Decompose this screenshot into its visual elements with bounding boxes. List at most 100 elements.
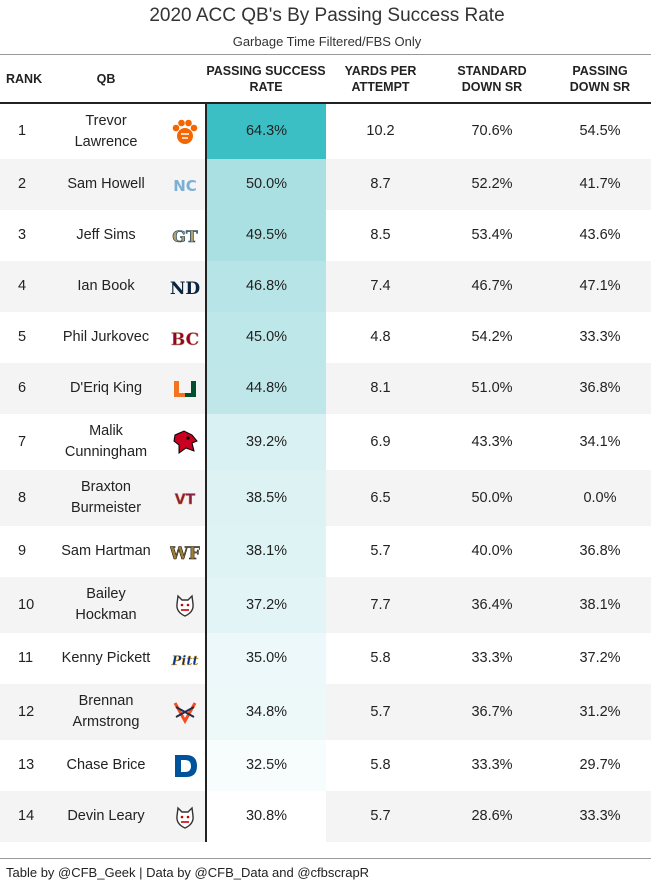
passing-down-sr-cell: 47.1% — [549, 261, 651, 312]
yards-per-attempt-cell: 5.7 — [326, 684, 435, 740]
rank-cell: 4 — [0, 261, 48, 312]
team-logo-cell: BC — [164, 312, 206, 363]
yards-per-attempt-cell: 5.7 — [326, 526, 435, 577]
qb-cell: Phil Jurkovec — [48, 312, 164, 363]
passing-success-rate-cell: 35.0% — [205, 633, 326, 684]
virginia-tech-logo: VT — [170, 483, 200, 513]
rank-cell: 11 — [0, 633, 48, 684]
standard-down-sr-cell: 36.7% — [435, 684, 549, 740]
svg-text:ND: ND — [170, 279, 200, 299]
team-logo-cell: VT — [164, 470, 206, 526]
page-subtitle: Garbage Time Filtered/FBS Only — [232, 34, 422, 49]
table-row: 12 Brennan Armstrong 34.8% 5.7 36.7% 31.2% — [0, 684, 651, 740]
yards-per-attempt-cell: 4.8 — [326, 312, 435, 363]
qb-name-line1: Ian Book — [77, 278, 135, 294]
bottom-divider — [0, 858, 651, 859]
qb-name-line2: Armstrong — [72, 714, 140, 730]
rank-cell: 7 — [0, 414, 48, 470]
rank-cell: 12 — [0, 684, 48, 740]
passing-down-sr-cell: 43.6% — [549, 210, 651, 261]
qb-cell: Sam Hartman — [48, 526, 164, 577]
passing-success-rate-cell: 50.0% — [205, 159, 326, 210]
passing-success-rate-cell: 39.2% — [205, 414, 326, 470]
passing-down-sr-cell: 33.3% — [549, 312, 651, 363]
unc-logo: NC — [170, 170, 200, 200]
passing-success-rate-cell: 64.3% — [205, 103, 326, 159]
standard-down-sr-cell: 51.0% — [435, 363, 549, 414]
team-logo-cell — [164, 684, 206, 740]
duke-logo — [170, 751, 200, 781]
team-logo-cell: Pitt — [164, 633, 206, 684]
qb-name-line1: Jeff Sims — [76, 227, 136, 243]
qb-name-line1: Braxton — [81, 479, 131, 495]
header-row: RANK QB PASSING SUCCESS RATE YARDS PER A… — [0, 56, 651, 104]
virginia-logo — [170, 697, 200, 727]
qb-cell: Devin Leary — [48, 791, 164, 842]
table-row: 4 Ian Book ND 46.8% 7.4 46.7% 47.1% — [0, 261, 651, 312]
standard-down-sr-cell: 40.0% — [435, 526, 549, 577]
passing-success-rate-cell: 37.2% — [205, 577, 326, 633]
table-row: 5 Phil Jurkovec BC 45.0% 4.8 54.2% 33.3% — [0, 312, 651, 363]
header-logo — [164, 56, 206, 104]
qb-table: RANK QB PASSING SUCCESS RATE YARDS PER A… — [0, 56, 651, 842]
standard-down-sr-cell: 33.3% — [435, 633, 549, 684]
header-std-line1: STANDARD — [457, 64, 527, 78]
clemson-logo — [170, 117, 200, 147]
qb-cell: D'Eriq King — [48, 363, 164, 414]
header-psr-line2: RATE — [249, 80, 283, 94]
qb-cell: Sam Howell — [48, 159, 164, 210]
yards-per-attempt-cell: 10.2 — [326, 103, 435, 159]
standard-down-sr-cell: 70.6% — [435, 103, 549, 159]
standard-down-sr-cell: 28.6% — [435, 791, 549, 842]
miami-logo — [170, 374, 200, 404]
team-logo-cell: NC — [164, 159, 206, 210]
passing-down-sr-cell: 38.1% — [549, 577, 651, 633]
svg-text:GT: GT — [172, 227, 198, 246]
passing-success-rate-cell: 49.5% — [205, 210, 326, 261]
qb-name-line1: Devin Leary — [67, 808, 145, 824]
standard-down-sr-cell: 50.0% — [435, 470, 549, 526]
standard-down-sr-cell: 33.3% — [435, 740, 549, 791]
rank-cell: 10 — [0, 577, 48, 633]
header-qb: QB — [48, 56, 164, 104]
header-passing-down-sr: PASSING DOWN SR — [549, 56, 651, 104]
passing-success-rate-cell: 34.8% — [205, 684, 326, 740]
table-row: 11 Kenny Pickett Pitt 35.0% 5.8 33.3% 37.2% — [0, 633, 651, 684]
svg-text:NC: NC — [173, 177, 197, 195]
team-logo-cell — [164, 103, 206, 159]
passing-success-rate-cell: 38.5% — [205, 470, 326, 526]
team-logo-cell — [164, 414, 206, 470]
header-pass-line1: PASSING — [572, 64, 628, 78]
table-row: 2 Sam Howell NC 50.0% 8.7 52.2% 41.7% — [0, 159, 651, 210]
qb-cell: Bailey Hockman — [48, 577, 164, 633]
louisville-logo — [170, 427, 200, 457]
qb-name-line1: Malik — [89, 423, 123, 439]
header-yards-per-attempt: YARDS PER ATTEMPT — [326, 56, 435, 104]
rank-cell: 14 — [0, 791, 48, 842]
rank-cell: 6 — [0, 363, 48, 414]
team-logo-cell — [164, 740, 206, 791]
qb-name-line1: Chase Brice — [66, 757, 146, 773]
yards-per-attempt-cell: 5.8 — [326, 633, 435, 684]
passing-success-rate-cell: 44.8% — [205, 363, 326, 414]
yards-per-attempt-cell: 6.9 — [326, 414, 435, 470]
team-logo-cell: ND — [164, 261, 206, 312]
svg-text:WF: WF — [170, 544, 200, 564]
standard-down-sr-cell: 53.4% — [435, 210, 549, 261]
qb-cell: Braxton Burmeister — [48, 470, 164, 526]
standard-down-sr-cell: 52.2% — [435, 159, 549, 210]
rank-cell: 8 — [0, 470, 48, 526]
passing-success-rate-cell: 30.8% — [205, 791, 326, 842]
qb-name-line1: Kenny Pickett — [61, 650, 151, 666]
header-standard-down-sr: STANDARD DOWN SR — [435, 56, 549, 104]
header-rank: RANK — [0, 56, 48, 104]
page-title: 2020 ACC QB's By Passing Success Rate — [149, 5, 505, 26]
yards-per-attempt-cell: 8.5 — [326, 210, 435, 261]
qb-cell: Jeff Sims — [48, 210, 164, 261]
standard-down-sr-cell: 54.2% — [435, 312, 549, 363]
passing-down-sr-cell: 29.7% — [549, 740, 651, 791]
passing-success-rate-cell: 32.5% — [205, 740, 326, 791]
passing-down-sr-cell: 34.1% — [549, 414, 651, 470]
table-row: 14 Devin Leary 30.8% 5.7 28.6% 33.3% — [0, 791, 651, 842]
header-std-line2: DOWN SR — [461, 80, 523, 94]
